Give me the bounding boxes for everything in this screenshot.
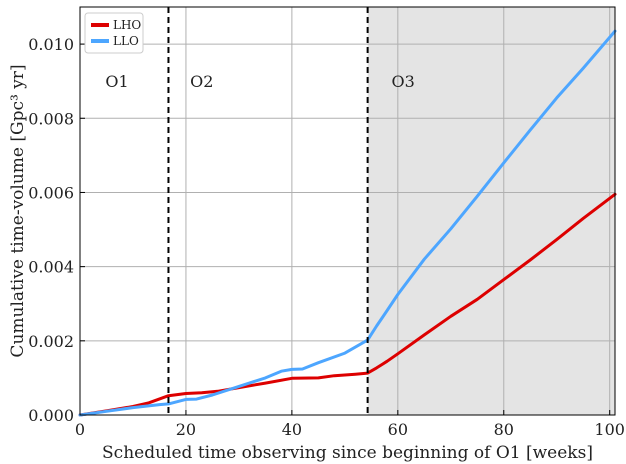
period-labels: O1 O2 O3	[105, 72, 414, 91]
x-tick-label: 40	[282, 420, 302, 439]
period-label-o3: O3	[391, 72, 414, 91]
legend-label-lho: LHO	[113, 18, 141, 32]
x-tick-label: 20	[176, 420, 196, 439]
y-tick-label: 0.006	[28, 183, 74, 202]
y-tick-label: 0.004	[28, 258, 74, 277]
x-axis-label: Scheduled time observing since beginning…	[102, 443, 593, 463]
legend-label-llo: LLO	[113, 34, 139, 48]
run-boundaries	[167, 7, 369, 415]
series-line-llo	[78, 29, 617, 417]
y-tick-label: 0.002	[28, 332, 74, 351]
series-lines	[78, 29, 617, 417]
series-line-lho	[78, 192, 617, 417]
axis-ticks: 0 20 40 60 80 100 0.000 0.002 0.004 0.006 0.008 0.0…	[28, 35, 625, 439]
y-axis-label: Cumulative time-volume [Gpc³ yr]	[8, 64, 28, 357]
x-tick-label: 100	[594, 420, 625, 439]
legend: LHO LLO	[84, 12, 144, 54]
y-tick-label: 0.000	[28, 406, 74, 425]
y-tick-label: 0.008	[28, 109, 74, 128]
x-tick-label: 0	[75, 420, 85, 439]
x-tick-label: 60	[388, 420, 408, 439]
plot-frame	[79, 6, 616, 416]
period-label-o1: O1	[105, 72, 128, 91]
x-tick-label: 80	[494, 420, 514, 439]
period-label-o2: O2	[190, 72, 213, 91]
y-tick-label: 0.010	[28, 35, 74, 54]
shaded-o3-region	[367, 7, 615, 415]
